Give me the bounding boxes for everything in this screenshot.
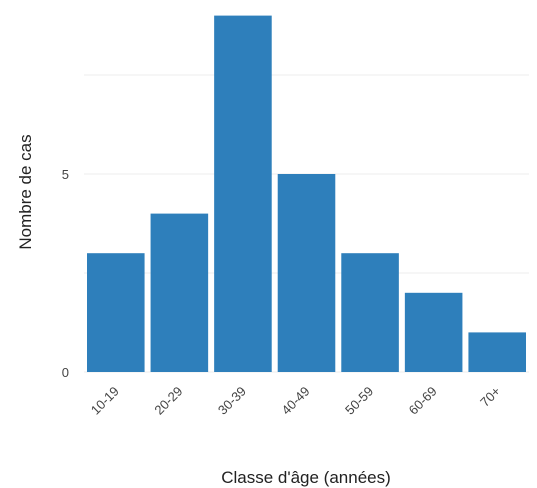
bar-60-69 xyxy=(404,292,463,372)
bars-layer xyxy=(87,15,526,372)
x-tick-label-10-19: 10-19 xyxy=(88,384,122,418)
x-tick-label-20-29: 20-29 xyxy=(151,384,185,418)
x-tick-label-30-39: 30-39 xyxy=(215,384,249,418)
bar-50-59 xyxy=(341,253,399,372)
x-tick-label-70+: 70+ xyxy=(477,384,503,410)
y-tick-label-5: 5 xyxy=(62,167,69,182)
x-tick-label-60-69: 60-69 xyxy=(406,384,440,418)
bar-20-29 xyxy=(150,213,209,372)
x-axis-title: Classe d'âge (années) xyxy=(221,468,391,487)
y-tick-labels: 05 xyxy=(62,167,69,380)
y-axis-title: Nombre de cas xyxy=(16,134,35,249)
bar-30-39 xyxy=(214,15,272,372)
bar-10-19 xyxy=(87,253,145,372)
x-tick-label-40-49: 40-49 xyxy=(279,384,313,418)
x-tick-label-50-59: 50-59 xyxy=(342,384,376,418)
bar-70+ xyxy=(468,332,526,372)
y-tick-label-0: 0 xyxy=(62,365,69,380)
x-tick-labels: 10-19 20-29 30-39 40-49 50-59 60-69 70+ xyxy=(88,384,504,418)
bar-40-49 xyxy=(277,174,336,372)
